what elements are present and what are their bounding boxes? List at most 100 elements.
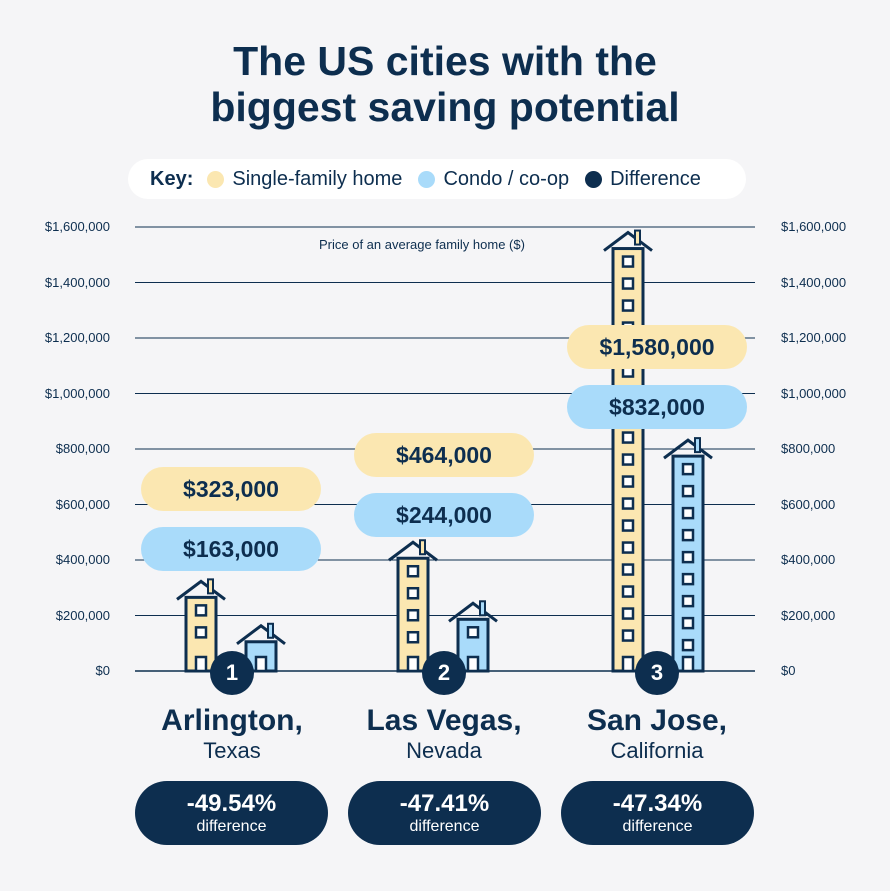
value-label-arlington-single-family: $323,000 <box>141 467 321 511</box>
city-name: Las Vegas, <box>366 704 522 737</box>
single-family-swatch-icon <box>207 170 225 188</box>
chimney <box>479 600 486 617</box>
y-tick-label-right: $600,000 <box>781 496 836 512</box>
difference-label: difference <box>409 818 480 835</box>
city-state: Texas <box>203 738 261 763</box>
value-label-las-vegas-single-family: $464,000 <box>354 433 534 477</box>
rank-badge: 2 <box>422 651 466 695</box>
difference-label: difference <box>196 818 267 835</box>
window <box>621 453 635 466</box>
y-tick-label-right: $1,200,000 <box>781 330 847 345</box>
difference-label: difference <box>622 818 693 835</box>
window <box>681 528 695 542</box>
window <box>621 585 635 598</box>
y-tick-label-right: $1,400,000 <box>781 274 847 290</box>
rank-badge: 3 <box>635 651 679 695</box>
value-label-san-jose-single-family: $1,580,000 <box>567 325 747 369</box>
chimney <box>419 539 426 556</box>
roof <box>603 230 653 252</box>
y-tick-label-right: $1,600,000 <box>781 219 847 234</box>
door <box>406 655 420 673</box>
city-label-arlington: Arlington, Texas <box>112 704 352 764</box>
y-tick-label-left: $400,000 <box>55 552 110 567</box>
window <box>621 607 635 620</box>
window <box>681 550 695 564</box>
value-label-las-vegas-condo: $244,000 <box>354 493 534 537</box>
y-tick-label-left: $800,000 <box>55 441 110 456</box>
y-tick-label-left: $600,000 <box>55 496 110 512</box>
window <box>621 563 635 576</box>
difference-value: -47.41% <box>399 790 490 817</box>
legend-item-difference: Difference <box>585 168 701 191</box>
legend-label: Condo / co-op <box>443 167 570 190</box>
window <box>406 564 420 578</box>
title-line-2: biggest saving potential <box>210 84 680 130</box>
difference-pill-san-jose: -47.34% difference <box>561 781 754 845</box>
city-state: California <box>610 738 704 763</box>
difference-swatch-icon <box>585 170 603 188</box>
y-tick-label-left: $1,600,000 <box>44 219 110 234</box>
y-tick-label-left: $1,200,000 <box>44 330 110 345</box>
window <box>466 626 480 639</box>
window <box>406 608 420 622</box>
window <box>681 594 695 608</box>
roof <box>663 438 713 460</box>
legend: Key: Single-family home Condo / co-op Di… <box>128 159 746 199</box>
chimney <box>267 622 274 639</box>
window <box>621 277 635 290</box>
window <box>621 519 635 532</box>
window <box>681 506 695 520</box>
door <box>621 655 635 673</box>
window <box>406 630 420 644</box>
window <box>681 616 695 630</box>
roof <box>176 579 226 601</box>
window <box>621 629 635 642</box>
legend-item-condo: Condo / co-op <box>418 168 569 191</box>
window <box>621 475 635 488</box>
door <box>681 655 695 673</box>
door <box>466 655 480 673</box>
chart-title: Price of an average family home ($) <box>319 237 525 252</box>
condo-swatch-icon <box>418 170 436 188</box>
city-name: San Jose, <box>586 704 728 737</box>
roof <box>236 623 286 645</box>
y-tick-label-left: $200,000 <box>55 607 110 623</box>
window <box>681 462 695 476</box>
difference-value: -49.54% <box>186 790 277 817</box>
window <box>621 497 635 510</box>
y-tick-label-right: $400,000 <box>781 552 836 567</box>
window <box>621 541 635 554</box>
door <box>194 655 208 673</box>
window <box>194 604 208 617</box>
city-state: Nevada <box>406 738 482 763</box>
y-tick-label-right: $800,000 <box>781 441 836 456</box>
city-label-las-vegas: Las Vegas, Nevada <box>324 704 564 764</box>
chimney <box>634 229 641 246</box>
legend-item-single-family: Single-family home <box>207 168 402 191</box>
y-tick-label-right: $200,000 <box>781 607 836 623</box>
roof <box>448 601 498 623</box>
roof <box>388 540 438 562</box>
door <box>254 655 268 673</box>
legend-label: Single-family home <box>232 167 403 190</box>
window <box>621 255 635 268</box>
y-tick-label-right: $0 <box>781 663 796 678</box>
difference-value: -47.34% <box>612 790 703 817</box>
window <box>681 572 695 586</box>
y-tick-label-left: $0 <box>95 663 110 678</box>
window <box>621 431 635 444</box>
y-tick-label-right: $1,000,000 <box>781 385 847 401</box>
difference-pill-las-vegas: -47.41% difference <box>348 781 541 845</box>
value-label-arlington-condo: $163,000 <box>141 527 321 571</box>
window <box>621 299 635 312</box>
chimney <box>207 578 214 595</box>
city-label-san-jose: San Jose, California <box>537 704 777 764</box>
legend-key-label: Key: <box>150 167 194 190</box>
title-line-1: The US cities with the <box>233 38 657 84</box>
difference-pill-arlington: -49.54% difference <box>135 781 328 845</box>
y-tick-label-left: $1,400,000 <box>44 274 110 290</box>
window <box>406 586 420 600</box>
window <box>194 626 208 639</box>
value-label-san-jose-condo: $832,000 <box>567 385 747 429</box>
rank-badge: 1 <box>210 651 254 695</box>
